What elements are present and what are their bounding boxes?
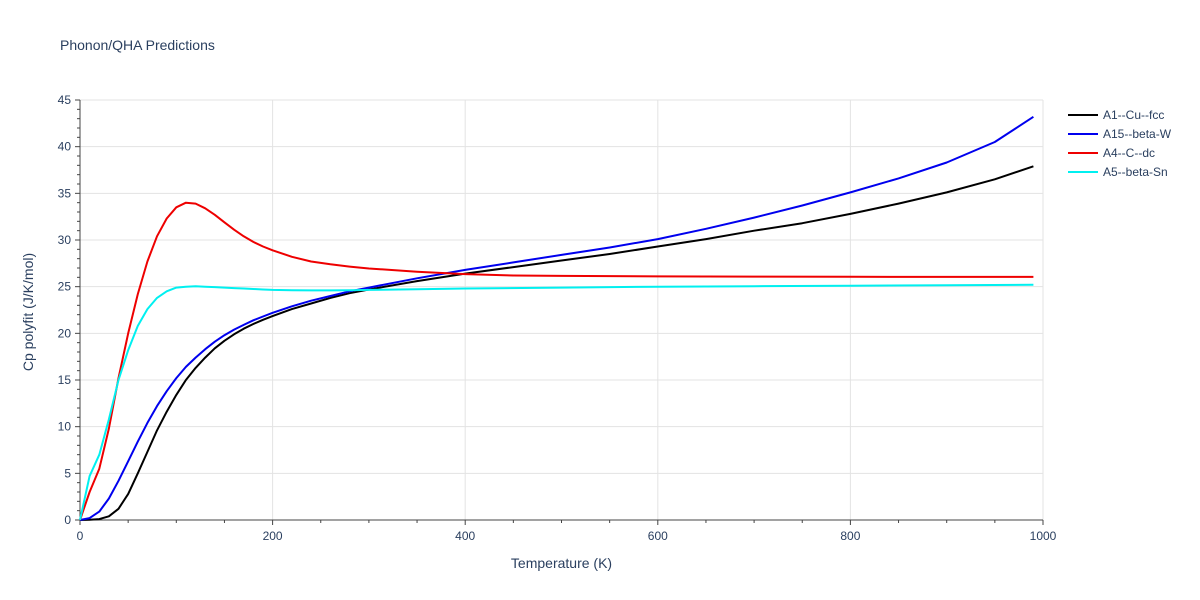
legend-item-a5-beta-sn[interactable]: A5--beta-Sn (1068, 165, 1168, 179)
x-tick-label: 200 (263, 529, 283, 543)
legend[interactable]: A1--Cu--fcc A15--beta-W A4--C--dc A5--beta-… (1068, 108, 1172, 179)
legend-label: A4--C--dc (1103, 146, 1155, 160)
y-tick-label: 45 (58, 93, 72, 107)
y-tick-labels: 0 5 10 15 20 25 30 35 40 45 (58, 93, 72, 527)
series-line-a4-c-dc (79, 201, 1034, 521)
y-tick-label: 35 (58, 186, 72, 200)
series-line-a15-beta-w (79, 115, 1034, 521)
y-axis-title: Cp polyfit (J/K/mol) (20, 253, 36, 371)
y-tick-label: 0 (64, 513, 71, 527)
y-tick-label: 15 (58, 373, 72, 387)
axes (75, 99, 1044, 525)
x-axis-title: Temperature (K) (511, 555, 612, 571)
y-tick-label: 20 (58, 326, 72, 340)
x-tick-labels: 0 200 400 600 800 1000 (77, 529, 1057, 543)
legend-label: A5--beta-Sn (1103, 165, 1168, 179)
x-tick-label: 600 (648, 529, 668, 543)
series-lines (79, 115, 1034, 521)
legend-item-a1-cu-fcc[interactable]: A1--Cu--fcc (1068, 108, 1164, 122)
x-tick-label: 800 (840, 529, 860, 543)
y-tick-label: 5 (64, 466, 71, 480)
series-line-a5-beta-sn (79, 283, 1034, 521)
y-tick-label: 10 (58, 420, 72, 434)
legend-label: A1--Cu--fcc (1103, 108, 1164, 122)
x-tick-label: 1000 (1030, 529, 1057, 543)
y-tick-label: 30 (58, 233, 72, 247)
legend-item-a4-c-dc[interactable]: A4--C--dc (1068, 146, 1155, 160)
legend-item-a15-beta-w[interactable]: A15--beta-W (1068, 127, 1172, 141)
x-tick-label: 400 (455, 529, 475, 543)
chart-title: Phonon/QHA Predictions (60, 37, 215, 53)
y-tick-label: 40 (58, 140, 72, 154)
grid-lines (80, 99, 1044, 520)
x-tick-label: 0 (77, 529, 84, 543)
y-tick-label: 25 (58, 280, 72, 294)
legend-label: A15--beta-W (1103, 127, 1172, 141)
series-line-a1-cu-fcc (79, 165, 1034, 521)
